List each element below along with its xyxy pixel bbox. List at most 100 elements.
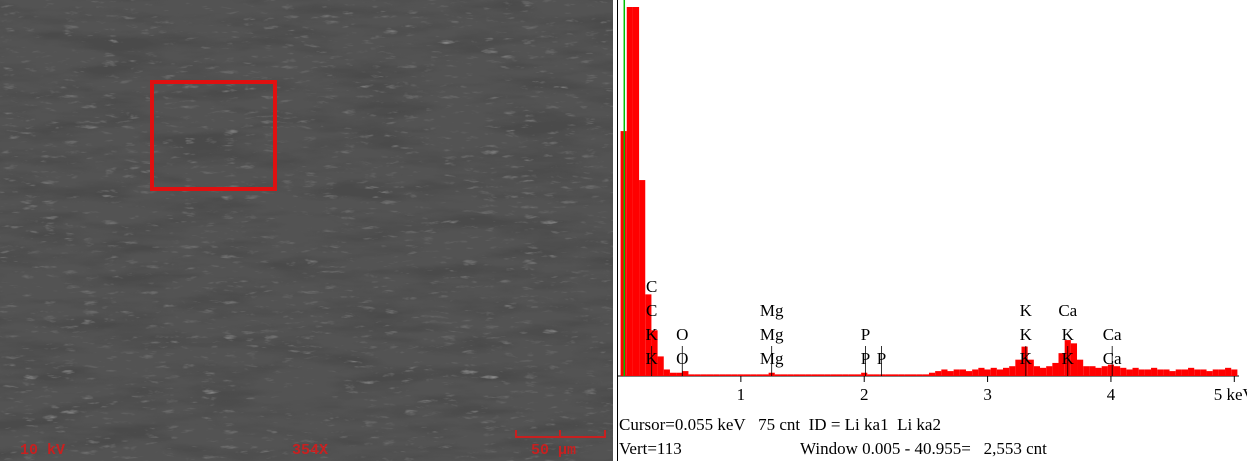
magnification: 354X [292, 442, 328, 459]
spectrum-bar [1225, 368, 1231, 376]
spectrum-bar [843, 374, 849, 376]
spectrum-bar [898, 374, 904, 376]
spectrum-bar [1182, 369, 1188, 376]
peak-label: P [861, 325, 870, 344]
spectrum-bar [719, 374, 725, 376]
spectrum-bar [627, 0, 633, 376]
peak-label: Ca [1103, 325, 1122, 344]
spectrum-bar [1003, 368, 1009, 376]
peak-label: K [646, 349, 659, 368]
spectrum-bar [861, 373, 867, 376]
x-tick-label: 3 [983, 385, 992, 404]
scale-bar-label: 50 µm [531, 442, 576, 459]
spectrum-bar [639, 180, 645, 376]
spectrum-bar [892, 374, 898, 376]
spectrum-bar [1096, 368, 1102, 376]
spectrum-bar [781, 374, 787, 376]
spectrum-bar [762, 374, 768, 376]
spectrum-bar [658, 356, 664, 376]
spectrum-bar [960, 369, 966, 376]
spectrum-bar [633, 0, 639, 376]
spectrum-bar [1219, 369, 1225, 376]
peak-label: Mg [760, 301, 784, 320]
status-vert: Vert=113 [619, 439, 682, 458]
spectrum-bar [910, 374, 916, 376]
peak-label: Mg [760, 349, 784, 368]
spectrum-bar [775, 374, 781, 376]
spectrum-bar [1083, 366, 1089, 376]
spectrum-bar [1194, 369, 1200, 376]
x-tick-label: 5 keV [1214, 385, 1247, 404]
spectrum-bar [954, 369, 960, 376]
spectrum-bar [806, 374, 812, 376]
spectrum-bar [984, 369, 990, 376]
spectrum-bar [1145, 369, 1151, 376]
spectrum-bar [664, 369, 670, 376]
spectrum-bar [917, 374, 923, 376]
spectrum-bar [701, 374, 707, 376]
peak-label: K [1020, 301, 1033, 320]
peak-label: Mg [760, 325, 784, 344]
peak-label: O [676, 349, 688, 368]
spectrum-bar [935, 371, 941, 376]
spectrum-bar [738, 374, 744, 376]
spectrum-bar [793, 374, 799, 376]
spectrum-bar [725, 374, 731, 376]
spectrum-bar [1077, 360, 1083, 376]
spectrum-bar [991, 368, 997, 376]
spectrum-bar [972, 369, 978, 376]
spectrum-bar [676, 373, 682, 376]
spectrum-bar [713, 374, 719, 376]
spectrum-bar [688, 374, 694, 376]
status-window: Window 0.005 - 40.955= 2,553 cnt [800, 439, 1047, 458]
spectrum-bar [1126, 369, 1132, 376]
spectrum-bar [867, 374, 873, 376]
sem-image: 10 kV 354X 50 µm [0, 0, 613, 461]
spectrum-bar [904, 374, 910, 376]
spectrum-bar [756, 374, 762, 376]
spectrum-bar [997, 369, 1003, 376]
spectrum-bar [1151, 368, 1157, 376]
spectrum-bar [1034, 366, 1040, 376]
spectrum-bar [947, 371, 953, 376]
spectrum-bar [923, 374, 929, 376]
spectrum-bar [830, 374, 836, 376]
peak-label: K [1020, 325, 1033, 344]
peak-label: C [646, 277, 657, 296]
spectrum-bar [1046, 366, 1052, 376]
voltage: 10 kV [20, 442, 65, 459]
spectrum-bar [787, 374, 793, 376]
spectrum-bar [750, 374, 756, 376]
page: 10 kV 354X 50 µm 12345 keVCCKKOOMgMgMgPP… [0, 0, 1247, 461]
status-cursor: Cursor=0.055 keV 75 cnt ID = Li ka1 Li k… [619, 415, 941, 434]
peak-label: C [646, 301, 657, 320]
spectrum-bar [1207, 371, 1213, 376]
peak-label: O [676, 325, 688, 344]
spectrum-bar [1200, 369, 1206, 376]
peak-label: Ca [1103, 349, 1122, 368]
spectrum-bar [1052, 363, 1058, 376]
spectrum-bar [886, 374, 892, 376]
peak-label: K [646, 325, 659, 344]
spectrum-bar [1188, 368, 1194, 376]
spectrum-bar [1170, 371, 1176, 376]
spectrum-bar [670, 373, 676, 376]
spectrum-bar [799, 374, 805, 376]
spectrum-bar [1176, 369, 1182, 376]
x-tick-label: 1 [737, 385, 746, 404]
spectrum-bar [707, 374, 713, 376]
spectrum-bar [824, 374, 830, 376]
spectrum-bar [941, 369, 947, 376]
spectrum-bar [1213, 369, 1219, 376]
spectrum-bar [818, 374, 824, 376]
spectrum-bar [880, 374, 886, 376]
peak-label: Ca [1058, 301, 1077, 320]
spectrum-bar [812, 374, 818, 376]
spectrum-bar [1089, 366, 1095, 376]
spectrum-bar [1040, 368, 1046, 376]
spectrum-bar [966, 371, 972, 376]
x-tick-label: 2 [860, 385, 869, 404]
spectrum-bar [836, 374, 842, 376]
spectrum-bar [1231, 369, 1237, 376]
x-tick-label: 4 [1107, 385, 1116, 404]
